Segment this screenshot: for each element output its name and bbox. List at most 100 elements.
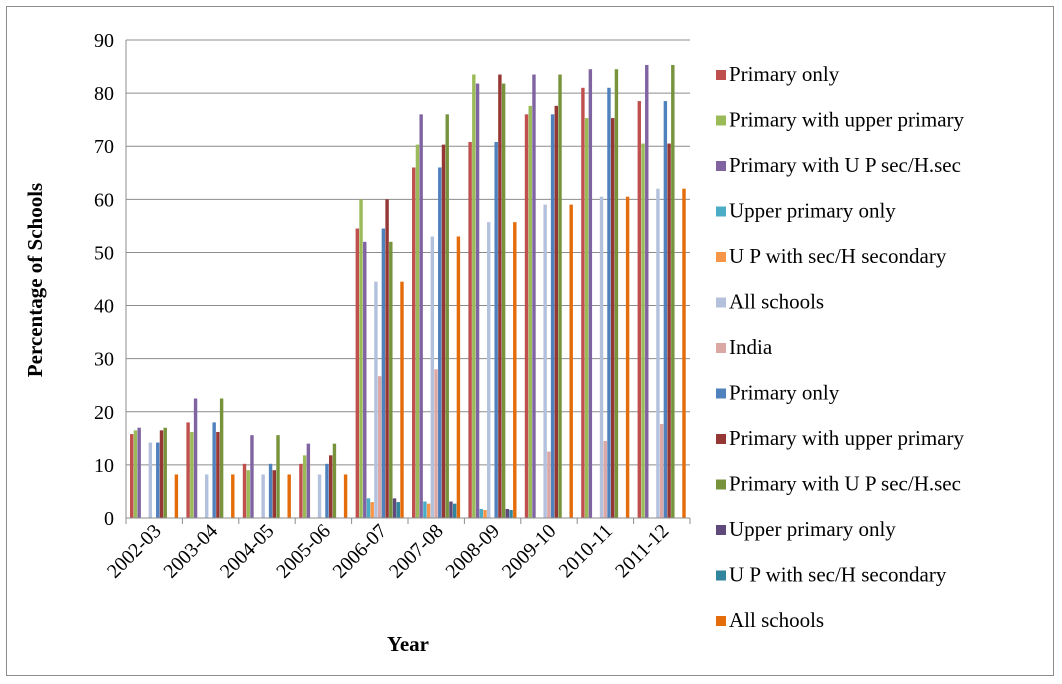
bar: [325, 463, 329, 518]
bar: [186, 422, 190, 518]
bar: [250, 435, 254, 518]
bar: [614, 69, 619, 519]
y-tick-label: 40: [94, 296, 114, 318]
bar: [159, 430, 164, 518]
legend-label: U P with sec/H secondary: [729, 563, 947, 587]
x-tick-label: 2009-10: [498, 520, 561, 583]
bar: [359, 199, 363, 518]
bar: [261, 474, 265, 518]
bar: [381, 228, 386, 519]
bar: [276, 435, 280, 518]
legend-label: All schools: [729, 608, 824, 632]
bar: [584, 118, 589, 518]
legend: Primary only Primary with upper primary Pr…: [716, 62, 965, 632]
bar: [268, 463, 273, 518]
bar: [487, 222, 491, 519]
legend-label: Primary with upper primary: [729, 108, 965, 132]
legend-swatch: [716, 206, 726, 217]
bar: [148, 442, 153, 518]
bar: [355, 228, 360, 519]
x-tick-label: 2008-09: [441, 520, 504, 583]
bar: [430, 236, 435, 518]
legend-swatch: [716, 161, 726, 171]
x-tick-label: 2003-04: [159, 520, 222, 583]
bar: [659, 423, 664, 518]
y-tick-label: 80: [94, 83, 114, 105]
axes: [125, 40, 691, 524]
legend-swatch: [716, 70, 726, 80]
y-tick-labels: 0 10 20 30 40 50 60 70 80 90: [94, 30, 114, 530]
bar: [475, 83, 480, 519]
bar: [682, 188, 686, 518]
bar: [524, 114, 529, 519]
x-tick-label: 2007-08: [385, 520, 448, 583]
bar: [588, 69, 593, 519]
bar: [343, 474, 348, 518]
bar: [219, 398, 224, 518]
y-tick-label: 10: [94, 455, 114, 477]
bar: [449, 501, 453, 518]
bar: [509, 510, 513, 518]
bars-group: [130, 64, 686, 519]
legend-label: Upper primary only: [729, 199, 896, 223]
x-tick-label: 2010-11: [555, 520, 617, 582]
bar: [377, 376, 382, 518]
bar: [412, 167, 416, 518]
bar: [423, 501, 427, 518]
bar: [637, 101, 642, 518]
legend-swatch: [716, 570, 726, 581]
legend-swatch: [716, 297, 726, 308]
bar: [163, 427, 167, 518]
y-tick-label: 0: [104, 508, 114, 530]
bar: [302, 455, 307, 518]
legend-swatch: [716, 616, 726, 626]
bar: [452, 503, 457, 518]
legend-label: Primary with U P sec/H.sec: [729, 472, 961, 496]
bar: [554, 105, 558, 519]
legend-label: Primary with U P sec/H.sec: [729, 153, 961, 177]
bar: [385, 199, 389, 518]
bar: [389, 241, 393, 518]
bar: [419, 114, 423, 519]
bar: [581, 87, 585, 519]
bar: [558, 74, 562, 519]
bar: [130, 434, 134, 518]
bar: [494, 141, 498, 518]
bar: [532, 74, 536, 519]
bar: [426, 503, 431, 518]
bar: [479, 508, 483, 518]
bar: [603, 440, 607, 518]
bar: [242, 463, 247, 518]
bar: [456, 236, 461, 518]
x-tick-label: 2011-12: [611, 520, 673, 582]
x-tick-label: 2006-07: [329, 520, 392, 583]
legend-swatch: [716, 479, 726, 490]
legend-swatch: [716, 388, 726, 399]
legend-label: Primary only: [729, 381, 840, 405]
bar: [663, 101, 668, 518]
bar: [190, 431, 194, 518]
bar: [498, 74, 502, 519]
bar: [610, 118, 615, 518]
bar: [396, 502, 400, 518]
bar: [306, 443, 311, 518]
x-tick-labels: 2002-032003-042004-052005-062006-072007-…: [103, 520, 673, 583]
legend-label: Upper primary only: [729, 517, 896, 541]
legend-label: Primary with upper primary: [729, 426, 965, 450]
bar: [317, 474, 322, 518]
bar: [272, 470, 276, 518]
bar: [133, 430, 138, 518]
legend-label: Primary only: [729, 62, 840, 86]
bar: [332, 443, 337, 518]
bar: [328, 455, 333, 518]
bar: [374, 281, 378, 518]
bar: [287, 474, 291, 518]
legend-label: India: [729, 335, 773, 359]
legend-swatch: [716, 115, 726, 126]
y-tick-label: 50: [94, 242, 114, 264]
bar: [607, 87, 611, 519]
bar: [299, 463, 303, 518]
x-tick-label: 2004-05: [216, 520, 279, 583]
bar: [415, 144, 420, 518]
